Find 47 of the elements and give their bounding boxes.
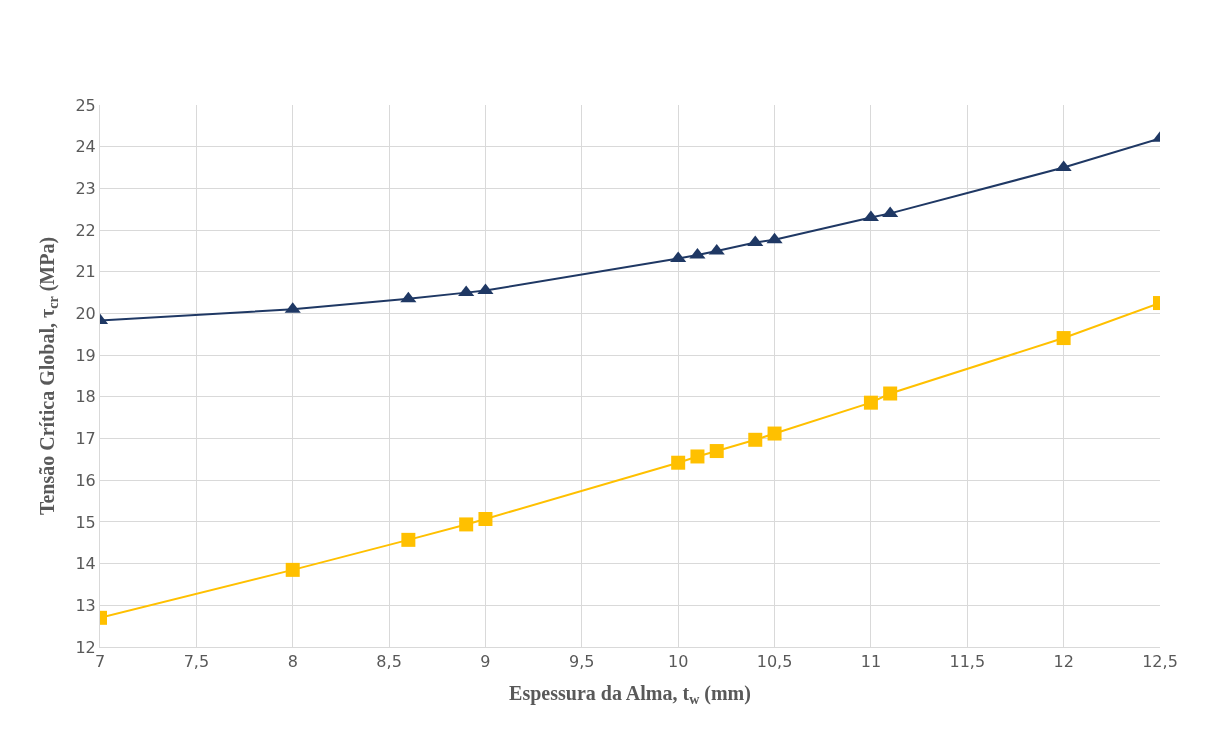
point [862, 210, 879, 222]
y-tick-label: 25 [75, 95, 96, 115]
y-tick-label: 24 [75, 137, 96, 157]
point [747, 235, 764, 247]
x-tick-label: 9,5 [569, 652, 595, 672]
point [767, 426, 782, 441]
x-axis-title: Espessura da Alma, t$_{w}$ (mm) [509, 681, 751, 707]
point [671, 455, 686, 470]
point [883, 386, 898, 401]
y-tick-label: 12 [75, 637, 96, 657]
x-tick-label: 12,5 [1142, 652, 1178, 672]
point [709, 444, 724, 459]
y-tick-label: 18 [75, 387, 96, 407]
y-tick-label: 19 [75, 345, 96, 365]
y-tick-label: 15 [75, 512, 96, 532]
y-tick-label: 13 [75, 595, 96, 615]
x-tick-label: 11,5 [949, 652, 986, 672]
point [766, 232, 783, 244]
y-tick-label: 16 [75, 470, 96, 490]
x-tick-label: 7 [94, 652, 106, 672]
y-tick-label: 14 [75, 554, 96, 574]
x-tick-label: 8 [287, 652, 298, 672]
point [1055, 160, 1072, 172]
y-tick-label: 23 [75, 178, 96, 198]
point [477, 283, 494, 295]
point [400, 291, 417, 303]
x-tick-label: 11 [860, 652, 882, 672]
point [459, 517, 474, 532]
point [690, 449, 705, 464]
x-tick-label: 9 [480, 652, 491, 672]
point [285, 562, 300, 577]
y-tick-label: 17 [75, 429, 96, 449]
point [863, 395, 878, 410]
y-tick-label: 20 [75, 304, 96, 324]
y-tick-label: 21 [75, 262, 96, 282]
point [1056, 331, 1071, 346]
point [708, 243, 725, 255]
x-tick-label: 12 [1053, 652, 1074, 672]
point [478, 512, 493, 526]
x-tick-label: 10,5 [756, 652, 793, 672]
x-tick-label: 8,5 [376, 652, 402, 672]
point [458, 285, 475, 297]
x-tick-label: 7,5 [183, 652, 210, 672]
x-tick-label: 10 [668, 652, 689, 672]
y-tick-label: 22 [75, 220, 96, 240]
point [401, 532, 416, 547]
point [748, 432, 763, 447]
